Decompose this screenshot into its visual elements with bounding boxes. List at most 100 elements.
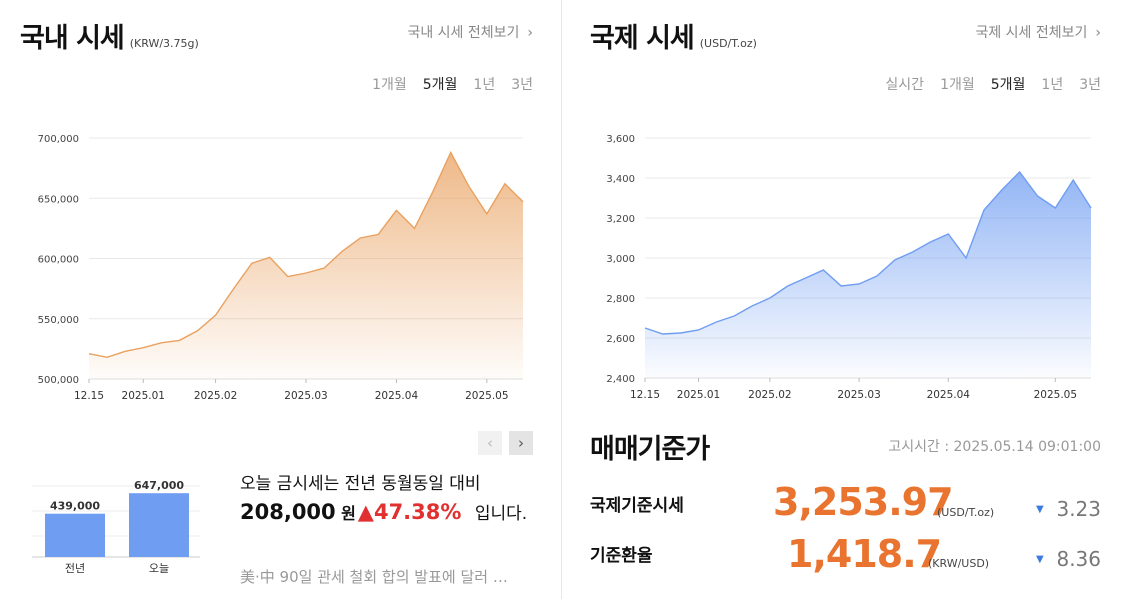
- intl-standard-label: 국제기준시세: [590, 496, 684, 516]
- international-title: 국제 시세 (USD/T.oz): [590, 16, 757, 55]
- intl-standard-value: 3,253.97: [773, 480, 954, 524]
- prev-button[interactable]: ‹: [478, 431, 502, 455]
- data-point: [1054, 207, 1056, 209]
- domestic-period-tabs: 1개월 5개월 1년 3년: [356, 74, 533, 94]
- data-point: [662, 333, 664, 335]
- x-tick-label: 2025.01: [677, 389, 720, 401]
- data-point: [251, 262, 253, 264]
- data-point: [1036, 195, 1038, 197]
- domestic-period-3y[interactable]: 3년: [511, 77, 533, 93]
- domestic-title-text: 국내 시세: [20, 23, 125, 54]
- x-tick-label: 12.15: [630, 389, 660, 401]
- y-tick-label: 2,800: [606, 294, 635, 305]
- domestic-period-1y[interactable]: 1년: [473, 77, 496, 93]
- international-more-label: 국제 시세 전체보기: [975, 25, 1088, 41]
- data-point: [965, 257, 967, 259]
- data-point: [160, 342, 162, 344]
- data-point: [929, 241, 931, 243]
- data-point: [697, 329, 699, 331]
- notice-time: 고시시간 : 2025.05.14 09:01:00: [888, 439, 1101, 455]
- standard-price-title: 매매기준가: [590, 434, 710, 465]
- domestic-unit: (KRW/3.75g): [129, 37, 199, 50]
- summary-suffix: 입니다.: [474, 504, 528, 524]
- data-point: [377, 233, 379, 235]
- y-tick-label: 2,600: [606, 334, 635, 345]
- x-tick-label: 2025.04: [927, 389, 971, 401]
- summary-currency: 원: [341, 504, 356, 523]
- bar-category-label: 오늘: [149, 562, 169, 575]
- data-point: [88, 352, 90, 354]
- international-unit: (USD/T.oz): [699, 37, 757, 50]
- price-line: [644, 170, 1092, 335]
- data-point: [1072, 179, 1074, 181]
- data-point: [751, 305, 753, 307]
- data-point: [449, 151, 451, 153]
- international-price-chart: 3,600 3,400 3,200 3,000 2,800 2,600 2,400 12.15…: [606, 134, 1092, 401]
- y-tick-label: 3,200: [606, 214, 635, 225]
- data-point: [431, 191, 433, 193]
- international-period-1y[interactable]: 1년: [1041, 77, 1064, 93]
- data-point: [822, 269, 824, 271]
- y-tick-label: 3,000: [606, 254, 635, 265]
- international-period-tabs: 실시간 1개월 5개월 1년 3년: [869, 74, 1101, 94]
- y-tick-label: 550,000: [38, 315, 79, 326]
- data-point: [359, 237, 361, 239]
- domestic-period-1m[interactable]: 1개월: [372, 77, 407, 93]
- y-tick-label: 3,400: [606, 174, 635, 185]
- bar-value-label: 439,000: [50, 500, 100, 513]
- data-point: [769, 297, 771, 299]
- data-point: [214, 314, 216, 316]
- data-point: [323, 267, 325, 269]
- data-point: [1090, 207, 1092, 209]
- data-point: [522, 201, 524, 203]
- international-period-live[interactable]: 실시간: [885, 77, 925, 93]
- yoy-summary: 오늘 금시세는 전년 동월동일 대비 208,000 원▲47.38% 입니다.: [240, 470, 540, 528]
- data-point: [196, 330, 198, 332]
- data-point: [124, 350, 126, 352]
- data-point: [468, 185, 470, 187]
- x-tick-label: 2025.04: [375, 390, 419, 402]
- data-point: [1018, 171, 1020, 173]
- domestic-price-chart: 700,000 650,000 600,000 550,000 500,000 12.15…: [38, 134, 524, 402]
- y-tick-label: 2,400: [606, 374, 635, 385]
- international-more-link[interactable]: 국제 시세 전체보기 ›: [975, 22, 1101, 42]
- comparison-bar: [129, 493, 189, 557]
- x-tick-label: 2025.03: [837, 389, 880, 401]
- data-point: [876, 275, 878, 277]
- x-tick-label: 12.15: [74, 390, 104, 402]
- data-point: [142, 346, 144, 348]
- data-point: [840, 285, 842, 287]
- summary-prefix: 오늘 금시세는 전년 동월동일 대비: [240, 474, 481, 494]
- data-point: [269, 256, 271, 258]
- bar-value-label: 647,000: [134, 479, 184, 492]
- x-tick-label: 2025.02: [194, 390, 237, 402]
- domestic-period-5m[interactable]: 5개월: [422, 77, 458, 93]
- exchange-rate-value: 1,418.7: [787, 532, 942, 576]
- data-point: [787, 285, 789, 287]
- news-link[interactable]: 美·中 90일 관세 철회 합의 발표에 달러 …: [240, 568, 508, 586]
- data-point: [106, 356, 108, 358]
- domestic-more-link[interactable]: 국내 시세 전체보기 ›: [407, 22, 533, 42]
- x-tick-label: 2025.05: [1034, 389, 1077, 401]
- price-line: [88, 150, 524, 359]
- data-point: [715, 321, 717, 323]
- y-tick-label: 3,600: [606, 134, 635, 145]
- comparison-bar: [45, 513, 105, 557]
- x-tick-label: 2025.01: [122, 390, 165, 402]
- exchange-rate-change: 8.36: [1056, 547, 1101, 571]
- y-tick-label: 700,000: [38, 134, 79, 145]
- intl-standard-unit: (USD/T.oz): [937, 506, 995, 519]
- data-point: [679, 332, 681, 334]
- down-arrow-icon: ▼: [1036, 504, 1044, 515]
- international-title-text: 국제 시세: [590, 23, 695, 54]
- data-point: [804, 277, 806, 279]
- data-point: [413, 227, 415, 229]
- next-button[interactable]: ›: [509, 431, 533, 455]
- data-point: [947, 233, 949, 235]
- international-period-5m[interactable]: 5개월: [990, 77, 1026, 93]
- data-point: [305, 272, 307, 274]
- up-arrow-icon: ▲: [357, 500, 374, 524]
- international-period-1m[interactable]: 1개월: [940, 77, 975, 93]
- international-period-3y[interactable]: 3년: [1079, 77, 1101, 93]
- chevron-right-icon: ›: [1095, 25, 1101, 41]
